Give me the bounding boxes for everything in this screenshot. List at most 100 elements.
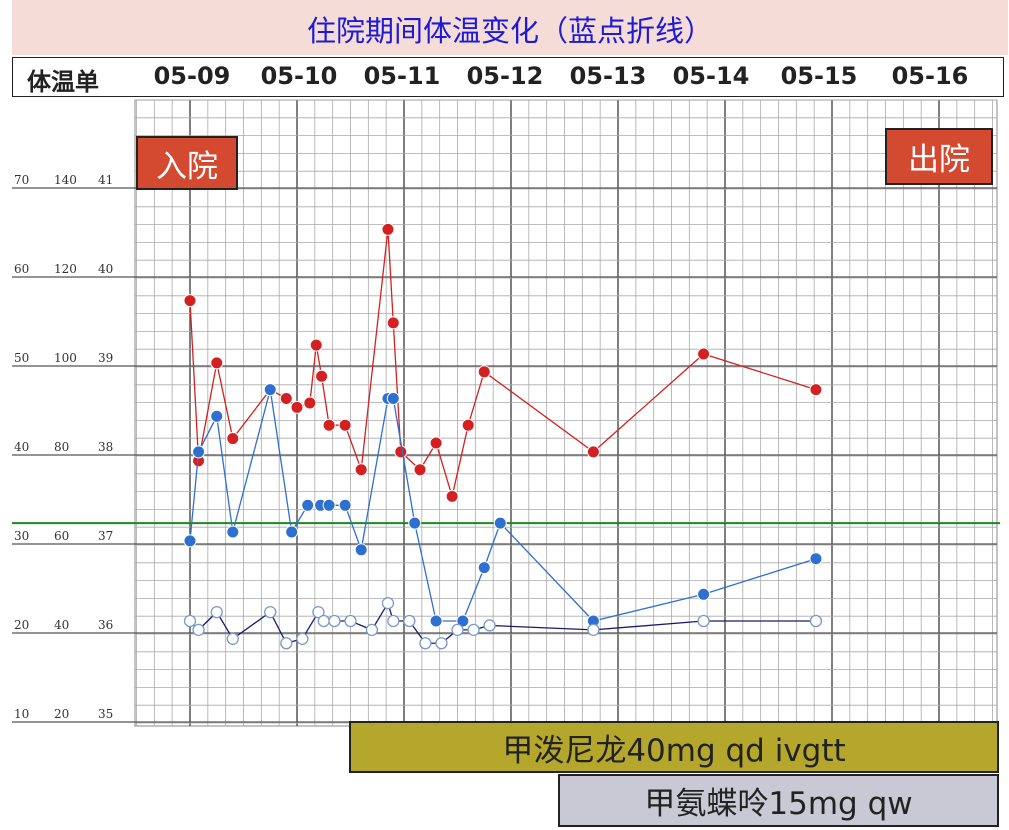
y-tick-label: 60: [54, 529, 69, 543]
pulse-point: [279, 392, 293, 405]
y-tick-label: 20: [14, 618, 29, 632]
temperature-point: [338, 498, 352, 512]
chart-type-label: 体温单: [27, 68, 99, 96]
pulse-point: [303, 396, 317, 410]
y-tick-label: 41: [98, 173, 113, 187]
temperature-point: [697, 587, 711, 601]
respiration-point: [483, 619, 496, 632]
temperature-point: [322, 498, 336, 512]
pulse-point: [226, 432, 240, 446]
pulse-point: [477, 365, 491, 379]
pulse-point: [809, 383, 823, 397]
temperature-point: [301, 498, 315, 512]
date-label: 05-10: [260, 62, 338, 90]
admission-label: 入院: [136, 136, 238, 190]
temperature-point: [192, 445, 206, 459]
chart-title: 住院期间体温变化（蓝点折线）: [306, 14, 713, 48]
pulse-point: [322, 418, 336, 432]
pulse-point: [183, 294, 197, 308]
respiration-point: [365, 623, 379, 637]
pulse-point: [290, 400, 304, 414]
date-label: 05-15: [780, 62, 858, 90]
respiration-point: [296, 632, 309, 645]
y-tick-label: 100: [54, 351, 77, 365]
respiration-point: [344, 614, 357, 628]
pulse-point: [338, 418, 352, 432]
date-label: 05-16: [891, 62, 969, 90]
y-tick-label: 80: [54, 440, 69, 454]
methotrexate-label: 甲氨蝶呤15mg qw: [558, 774, 999, 827]
y-tick-label: 10: [14, 707, 29, 721]
temperature-point: [493, 516, 507, 530]
y-tick-label: 40: [98, 262, 113, 276]
temperature-point: [477, 561, 491, 575]
respiration-point: [587, 623, 600, 637]
y-tick-label: 140: [54, 173, 77, 187]
pulse-point: [586, 445, 600, 459]
date-label: 05-09: [153, 62, 231, 90]
pulse-point: [394, 445, 408, 459]
pulse-point: [309, 338, 323, 352]
respiration-point: [280, 637, 293, 650]
respiration-point: [809, 614, 823, 628]
pulse-point: [315, 369, 329, 383]
temperature-point: [408, 516, 422, 530]
temperature-point: [285, 525, 299, 539]
date-label: 05-14: [672, 62, 750, 90]
grid-frame: [134, 99, 998, 727]
pulse-point: [445, 489, 459, 503]
temperature-point: [354, 543, 368, 557]
respiration-point: [328, 614, 341, 628]
y-tick-label: 36: [98, 618, 113, 632]
temperature-point: [263, 383, 277, 397]
y-tick-label: 60: [14, 262, 29, 276]
pulse-point: [354, 463, 368, 477]
pulse-point: [210, 356, 224, 370]
respiration-point: [435, 637, 448, 650]
date-label: 05-11: [363, 62, 441, 90]
respiration-point: [697, 614, 710, 628]
respiration-point: [210, 605, 223, 619]
pulse-line: [189, 229, 817, 499]
methylprednisolone-label: 甲泼尼龙40mg qd ivgtt: [349, 721, 999, 773]
chart-series: [183, 222, 823, 650]
y-tick-label: 38: [98, 440, 113, 454]
pulse-point: [386, 316, 400, 330]
respiration-point: [226, 632, 239, 645]
respiration-point: [381, 597, 395, 610]
y-tick-label: 20: [54, 707, 69, 721]
respiration-point: [312, 605, 325, 619]
y-axis-ticks: 70 140 41 60 120 40 50 100 39 40 80 38 30 60 37 20 40 36 1…: [14, 173, 113, 721]
respiration-point: [451, 623, 464, 637]
title-bar: 住院期间体温变化（蓝点折线）: [12, 0, 1008, 55]
pulse-point: [381, 222, 395, 236]
y-tick-label: 30: [14, 529, 29, 543]
y-tick-label: 120: [54, 262, 77, 276]
respiration-point: [419, 637, 432, 650]
temperature-point: [183, 534, 197, 548]
respiration-point: [317, 614, 330, 628]
y-tick-label: 35: [98, 707, 113, 721]
temperature-point: [210, 409, 224, 423]
chart-grid: [12, 99, 998, 727]
y-tick-label: 40: [54, 618, 69, 632]
y-tick-label: 40: [14, 440, 29, 454]
respiration-point: [192, 623, 205, 637]
respiration-point: [183, 614, 197, 628]
y-tick-label: 37: [98, 529, 113, 543]
y-tick-label: 50: [14, 351, 29, 365]
respiration-point: [387, 614, 400, 628]
temperature-point: [386, 392, 400, 405]
date-label: 05-12: [466, 62, 544, 90]
date-header-row: 体温单 05-09 05-10 05-11 05-12 05-13 05-14 …: [12, 57, 1004, 97]
temperature-point: [226, 525, 240, 539]
temperature-point: [429, 614, 443, 628]
y-tick-label: 39: [98, 351, 113, 365]
pulse-point: [413, 463, 427, 477]
respiration-point: [403, 614, 416, 628]
pulse-point: [461, 418, 475, 432]
pulse-point: [697, 347, 711, 361]
pulse-point: [429, 436, 443, 450]
temperature-point: [809, 552, 823, 566]
